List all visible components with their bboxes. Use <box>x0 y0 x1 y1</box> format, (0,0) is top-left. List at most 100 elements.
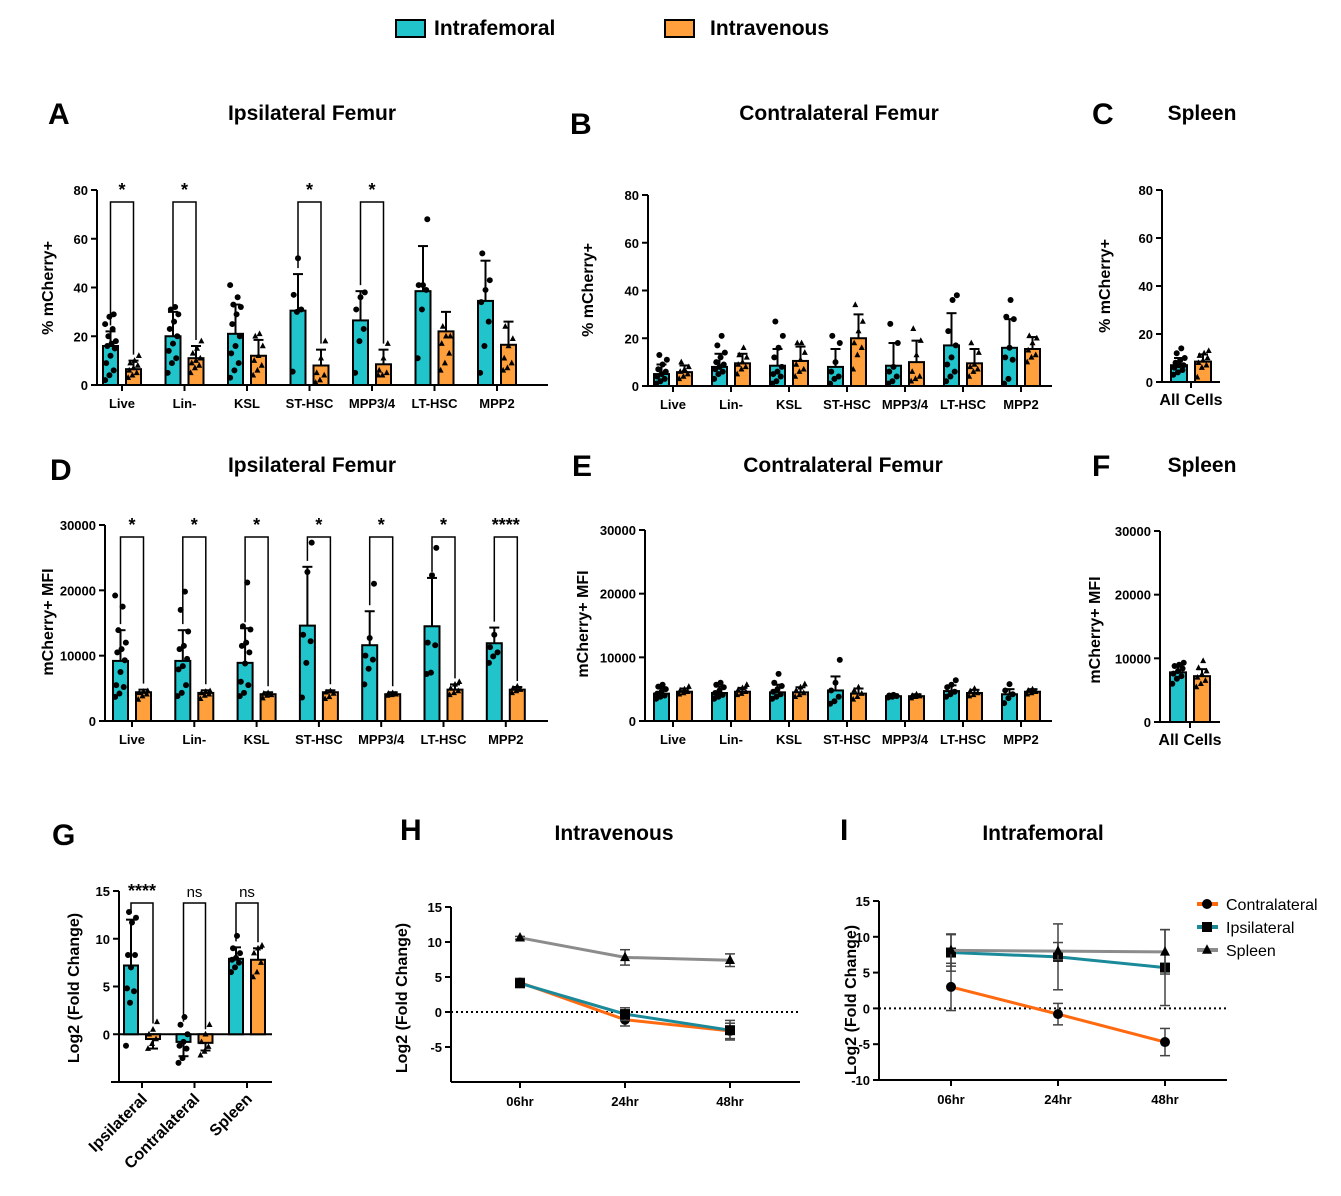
data-point <box>1002 687 1009 694</box>
significance-bracket: ns <box>182 884 207 1030</box>
data-point <box>201 1047 208 1054</box>
significance-label: * <box>378 515 385 535</box>
panel-i: I Intrafemoral Log2 (Fold Change) -10 -5 0… <box>840 814 1318 1107</box>
significance-bracket: * <box>306 515 332 685</box>
data-point <box>718 332 725 339</box>
data-point <box>145 1045 151 1051</box>
data-point <box>260 690 267 696</box>
data-point <box>1053 1009 1063 1020</box>
y-tick-label: 60 <box>74 232 88 247</box>
data-point <box>971 361 978 367</box>
data-point <box>1005 695 1012 702</box>
data-point <box>229 321 236 328</box>
legend-swatch-intrafemoral <box>395 19 426 38</box>
data-point <box>424 216 431 223</box>
data-point <box>414 355 421 362</box>
data-point <box>1172 359 1179 366</box>
data-point <box>175 1059 182 1066</box>
data-point <box>719 368 726 375</box>
data-point <box>736 351 743 358</box>
data-point <box>127 999 133 1006</box>
data-point <box>739 684 746 691</box>
data-point <box>139 692 146 699</box>
data-point <box>725 954 735 964</box>
data-point <box>1171 662 1178 669</box>
significance-label: * <box>440 515 447 535</box>
y-tick-label: 20 <box>74 329 88 344</box>
panel-letter: E <box>572 450 592 483</box>
data-point <box>797 356 804 362</box>
y-tick-label: 30000 <box>600 523 636 538</box>
y-tick-label: 20000 <box>60 583 96 598</box>
data-point <box>198 1038 205 1045</box>
bracket-line <box>182 536 207 685</box>
data-point <box>236 959 242 966</box>
data-point <box>800 689 807 696</box>
bar-group: MPP3/4 <box>882 320 929 412</box>
data-point <box>447 332 454 339</box>
data-point <box>114 649 121 656</box>
x-tick-label: ST-HSC <box>823 732 871 747</box>
y-tick-label: 0 <box>629 714 636 729</box>
data-point <box>908 377 915 384</box>
y-axis-label: % mCherry+ <box>580 243 597 337</box>
bar-group: Lin- <box>711 679 751 747</box>
data-point <box>917 337 924 343</box>
x-tick-label: LT-HSC <box>940 397 987 412</box>
data-point <box>854 693 861 700</box>
data-point <box>1006 344 1013 351</box>
data-point <box>1197 680 1204 687</box>
data-point <box>951 368 958 375</box>
data-point <box>792 373 799 379</box>
data-point <box>321 371 328 378</box>
data-point <box>502 323 509 329</box>
panel-title: Ipsilateral Femur <box>228 102 396 125</box>
data-point <box>115 627 122 634</box>
data-point <box>178 689 185 696</box>
data-point <box>772 318 779 325</box>
data-point <box>735 361 742 367</box>
data-point <box>836 656 843 663</box>
data-point <box>110 311 117 318</box>
data-point <box>501 354 508 361</box>
panel-a: A Ipsilateral Femur % mCherry+ 0 20 40 60 80… <box>40 98 548 411</box>
data-point <box>1198 364 1205 370</box>
significance-label: * <box>128 515 135 535</box>
data-point <box>194 344 201 351</box>
series-spleen <box>946 928 1170 975</box>
data-point <box>228 350 235 357</box>
bar-group: ST-HSC <box>823 301 871 412</box>
data-point <box>254 366 261 373</box>
data-point <box>494 649 501 656</box>
x-tick-label: LT-HSC <box>421 732 468 747</box>
data-point <box>1200 657 1207 664</box>
bar-group: KSL <box>769 318 809 412</box>
data-point <box>952 677 959 684</box>
bar-group: LT-HSC <box>940 677 987 747</box>
data-point <box>427 669 434 676</box>
y-tick-label: 20000 <box>600 587 636 602</box>
significance-label: ns <box>187 884 203 901</box>
data-point <box>318 354 324 361</box>
data-point <box>890 363 897 370</box>
data-point <box>144 687 151 694</box>
data-point <box>259 941 265 948</box>
bar-group: LT-HSC * <box>421 515 468 747</box>
data-point <box>356 338 363 345</box>
significance-bracket: **** <box>128 881 156 1024</box>
bracket-line <box>244 536 269 687</box>
data-point <box>742 363 749 370</box>
data-point <box>175 666 182 673</box>
data-point <box>739 358 746 365</box>
significance-bracket: * <box>119 515 145 684</box>
x-tick-label: KSL <box>776 397 802 412</box>
data-point <box>120 684 127 691</box>
data-point <box>1001 700 1008 707</box>
data-point <box>720 684 727 691</box>
data-point <box>851 339 858 346</box>
data-point <box>481 343 488 349</box>
data-point <box>437 366 444 373</box>
data-point <box>180 1038 187 1045</box>
data-point <box>250 371 257 378</box>
